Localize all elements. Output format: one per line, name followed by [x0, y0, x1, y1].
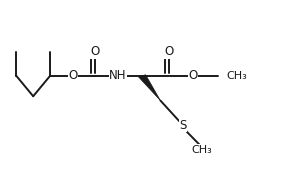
Text: O: O	[164, 45, 174, 58]
Text: NH: NH	[109, 69, 127, 82]
Text: O: O	[68, 69, 77, 82]
Text: CH₃: CH₃	[227, 71, 248, 81]
Text: O: O	[91, 45, 100, 58]
Text: CH₃: CH₃	[191, 145, 212, 155]
Text: O: O	[188, 69, 197, 82]
Text: S: S	[179, 119, 187, 132]
Polygon shape	[138, 75, 160, 100]
